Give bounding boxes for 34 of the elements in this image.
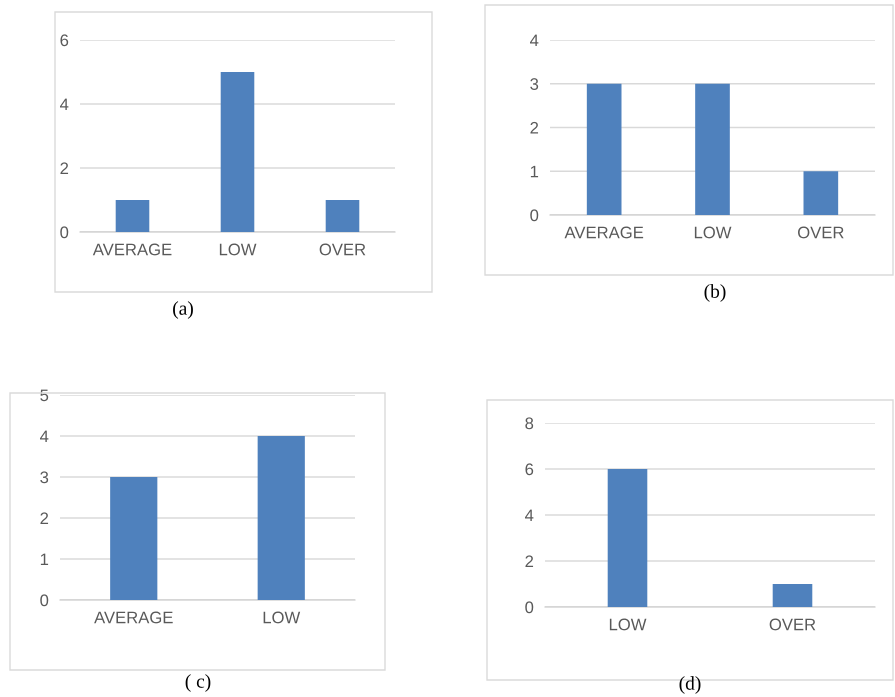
y-tick-label: 0	[525, 601, 534, 614]
x-tick-label: AVERAGE	[94, 612, 173, 624]
x-tick-label: LOW	[220, 244, 256, 256]
x-tick-label: OVER	[770, 618, 816, 630]
y-tick-label: 5	[40, 390, 48, 402]
y-tick-label: 0	[40, 594, 48, 606]
x-tick-label: LOW	[610, 618, 646, 630]
y-tick-label: 2	[40, 512, 48, 524]
y-tick-label: 6	[525, 463, 534, 476]
y-tick-label: 1	[530, 166, 538, 178]
y-tick-label: 2	[530, 122, 538, 134]
x-tick-label: AVERAGE	[92, 244, 172, 256]
text: (a)	[173, 301, 193, 319]
y-tick-label: 8	[525, 417, 534, 430]
y-tick-label: 3	[40, 471, 48, 484]
x-tick-label: AVERAGE	[564, 226, 644, 238]
y-tick-label: 0	[60, 226, 68, 238]
y-tick-label: 4	[525, 510, 534, 522]
y-tick-label: 0	[530, 209, 538, 222]
y-tick-label: 4	[60, 98, 68, 110]
y-tick-label: 6	[60, 34, 68, 46]
y-tick-label: 4	[40, 430, 48, 442]
x-tick-label: OVER	[320, 244, 366, 256]
y-tick-label: 2	[525, 555, 534, 568]
text: ( c)	[186, 674, 210, 692]
y-tick-label: 3	[530, 78, 538, 90]
text: (b)	[704, 284, 726, 302]
x-tick-label: LOW	[264, 612, 300, 624]
y-tick-label: 2	[60, 162, 68, 174]
text: (d)	[680, 676, 700, 694]
x-tick-label: OVER	[798, 226, 844, 238]
x-tick-label: LOW	[694, 226, 732, 238]
y-tick-label: 1	[40, 554, 48, 566]
y-tick-label: 4	[530, 34, 538, 46]
